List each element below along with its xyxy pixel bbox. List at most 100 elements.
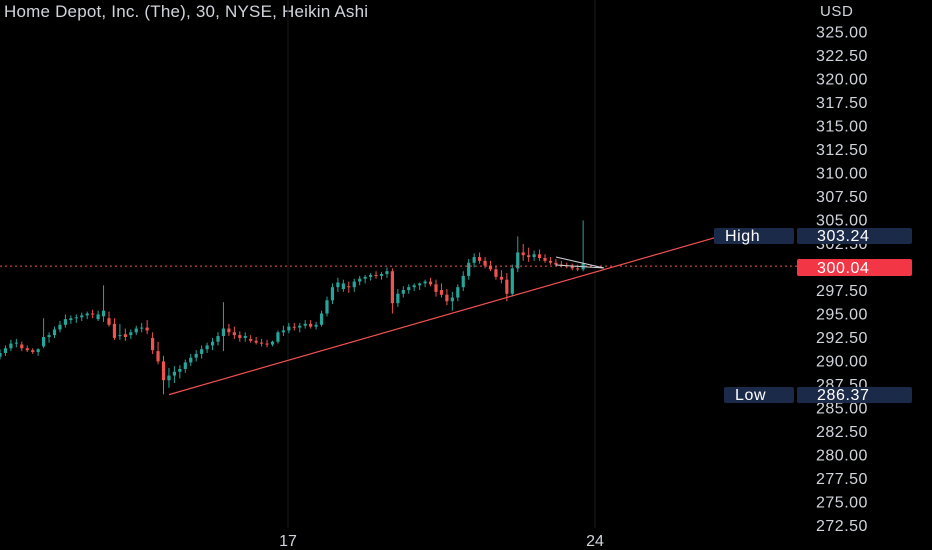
candle[interactable]	[107, 311, 111, 327]
candle[interactable]	[423, 279, 427, 288]
candle[interactable]	[238, 331, 242, 342]
candle[interactable]	[570, 263, 574, 271]
candle[interactable]	[385, 267, 389, 278]
candle[interactable]	[330, 283, 335, 305]
candle[interactable]	[467, 258, 471, 280]
candle[interactable]	[412, 283, 416, 291]
candle[interactable]	[418, 282, 422, 290]
candle[interactable]	[390, 268, 394, 314]
candle[interactable]	[172, 366, 176, 384]
candle[interactable]	[183, 359, 187, 373]
candle[interactable]	[134, 325, 138, 336]
candle[interactable]	[303, 320, 307, 329]
candle[interactable]	[58, 321, 62, 333]
candle[interactable]	[216, 332, 220, 346]
candle[interactable]	[456, 284, 460, 302]
candle[interactable]	[112, 318, 117, 340]
wedge-drawing[interactable]	[555, 256, 605, 269]
candle[interactable]	[25, 345, 29, 353]
candle[interactable]	[205, 342, 209, 353]
candle[interactable]	[42, 318, 46, 349]
candle[interactable]	[101, 285, 106, 322]
candle[interactable]	[221, 302, 226, 352]
candle[interactable]	[396, 289, 400, 307]
candle[interactable]	[516, 236, 520, 273]
candle[interactable]	[532, 250, 536, 261]
candle[interactable]	[374, 271, 378, 279]
candle[interactable]	[9, 339, 13, 352]
candle[interactable]	[74, 314, 78, 323]
candle[interactable]	[52, 326, 57, 338]
candle[interactable]	[200, 345, 204, 359]
trendline[interactable]	[168, 234, 725, 396]
candle[interactable]	[91, 309, 95, 319]
candle[interactable]	[161, 355, 166, 395]
candle[interactable]	[347, 281, 351, 293]
candle[interactable]	[309, 320, 313, 329]
candle[interactable]	[243, 332, 247, 342]
candle[interactable]	[336, 277, 340, 292]
candle[interactable]	[352, 278, 356, 292]
candle[interactable]	[450, 291, 454, 311]
candle[interactable]	[314, 321, 318, 330]
candle[interactable]	[249, 335, 253, 343]
candle[interactable]	[270, 340, 275, 347]
candle[interactable]	[379, 272, 384, 280]
candle[interactable]	[358, 275, 362, 286]
price-axis[interactable]: 325.00 322.50 320.00 317.50 315.00 312.50 310.…	[816, 25, 868, 536]
candles[interactable]	[0, 220, 585, 395]
candle[interactable]	[80, 312, 84, 322]
candle[interactable]	[210, 337, 215, 351]
candle[interactable]	[63, 314, 67, 328]
candle[interactable]	[428, 277, 433, 287]
candle[interactable]	[123, 328, 127, 341]
candle[interactable]	[254, 337, 258, 345]
candle[interactable]	[576, 264, 580, 272]
candle[interactable]	[3, 345, 8, 356]
candle[interactable]	[472, 253, 476, 268]
candle[interactable]	[281, 325, 285, 337]
candle[interactable]	[494, 265, 498, 280]
candle[interactable]	[20, 341, 24, 352]
candle[interactable]	[145, 320, 149, 335]
candle[interactable]	[227, 323, 231, 337]
candle[interactable]	[461, 271, 465, 291]
candle[interactable]	[434, 279, 438, 297]
candle[interactable]	[407, 284, 411, 294]
candle[interactable]	[548, 257, 553, 265]
candle[interactable]	[140, 322, 144, 333]
candle[interactable]	[341, 279, 345, 292]
candle[interactable]	[510, 264, 514, 297]
time-axis[interactable]: 17 24	[279, 533, 604, 550]
candle[interactable]	[543, 254, 547, 263]
candle[interactable]	[167, 368, 171, 388]
candle[interactable]	[151, 332, 155, 354]
candle[interactable]	[505, 273, 509, 302]
candle[interactable]	[527, 247, 531, 262]
candle[interactable]	[69, 315, 73, 324]
candle[interactable]	[85, 311, 89, 320]
candle[interactable]	[292, 322, 296, 331]
candle[interactable]	[96, 310, 100, 322]
candle[interactable]	[194, 350, 198, 362]
candle[interactable]	[129, 329, 133, 339]
candle[interactable]	[31, 348, 35, 354]
candle[interactable]	[554, 258, 558, 267]
candle[interactable]	[232, 326, 236, 339]
candle[interactable]	[483, 257, 487, 269]
candle[interactable]	[439, 283, 444, 298]
candle[interactable]	[156, 341, 160, 365]
candle[interactable]	[189, 353, 193, 367]
candle[interactable]	[118, 323, 122, 340]
candle[interactable]	[47, 332, 51, 343]
candle[interactable]	[521, 243, 525, 261]
candle[interactable]	[265, 339, 269, 348]
candle[interactable]	[478, 252, 482, 264]
candle[interactable]	[499, 270, 503, 284]
candle[interactable]	[287, 322, 291, 334]
candle[interactable]	[276, 330, 280, 344]
candle[interactable]	[14, 338, 18, 348]
candle[interactable]	[0, 349, 2, 360]
candle[interactable]	[260, 338, 264, 347]
